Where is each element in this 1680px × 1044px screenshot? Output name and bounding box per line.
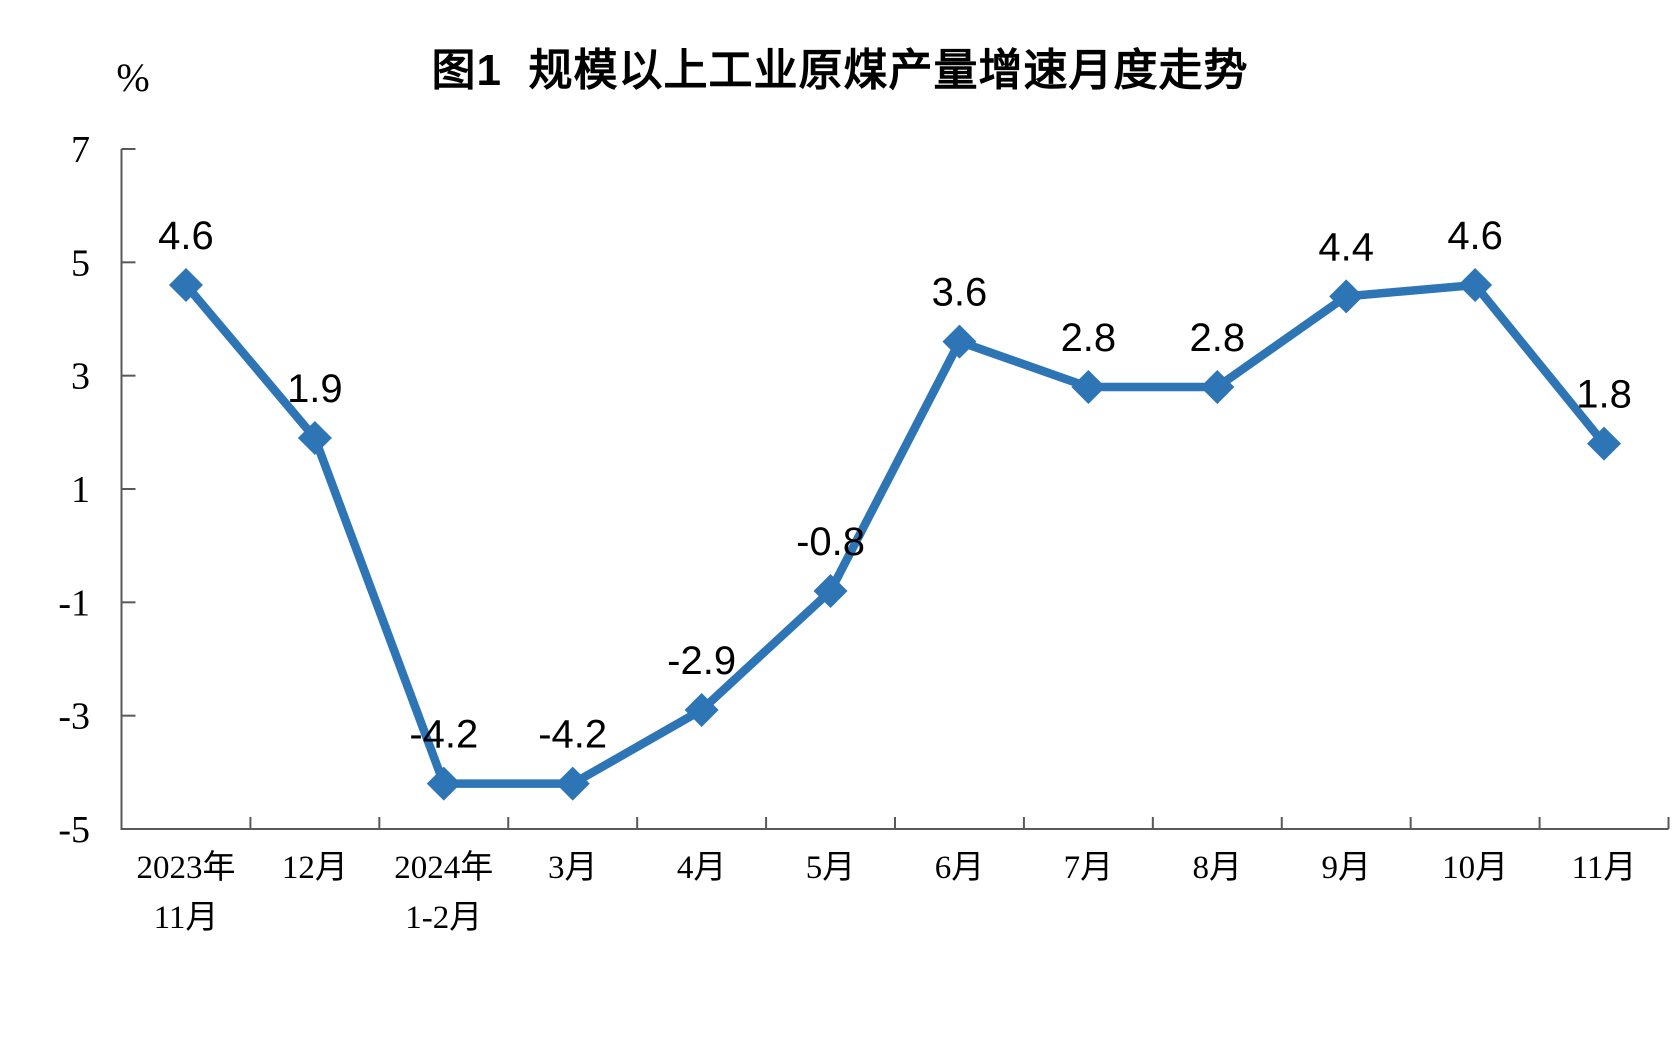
data-point-label: 4.6 <box>158 214 214 258</box>
data-point-label: 4.6 <box>1447 214 1503 258</box>
data-point-marker <box>426 766 461 801</box>
x-category-label: 2024年 1-2月 <box>394 849 493 936</box>
x-category-label: 9月 <box>1321 850 1371 886</box>
y-tick-label: 7 <box>71 129 90 171</box>
y-tick-label: -3 <box>58 696 90 738</box>
chart-title: 图1 规模以上工业原煤产量增速月度走势 <box>431 46 1249 95</box>
data-point-label: 1.8 <box>1576 373 1632 417</box>
x-category-label: 5月 <box>806 850 856 886</box>
data-point-label: 1.9 <box>287 367 343 411</box>
data-point-label: 2.8 <box>1189 316 1245 360</box>
data-point-marker <box>168 268 203 302</box>
data-point-marker <box>1587 426 1622 461</box>
x-category-label: 3月 <box>548 850 598 886</box>
data-point-marker <box>1458 268 1493 302</box>
x-category-label: 12月 <box>282 850 348 886</box>
data-point-marker <box>297 421 332 455</box>
y-tick-label: -1 <box>58 582 90 624</box>
x-category-label: 11月 <box>1572 850 1637 886</box>
data-point-marker <box>1329 279 1364 314</box>
y-tick-label: 3 <box>71 356 90 398</box>
y-axis-unit-label: % <box>116 55 149 100</box>
y-tick-label: 1 <box>71 469 90 511</box>
x-category-label: 10月 <box>1442 850 1508 886</box>
data-point-marker <box>684 693 719 727</box>
axis-lines <box>120 149 1669 830</box>
data-point-marker <box>555 766 590 801</box>
y-tick-label: -5 <box>58 809 90 851</box>
data-point-marker <box>813 574 848 608</box>
x-category-label: 8月 <box>1193 850 1243 886</box>
x-category-label: 4月 <box>677 850 727 886</box>
data-point-label: -0.8 <box>796 520 865 564</box>
data-point-label: 3.6 <box>932 271 988 315</box>
data-point-label: -4.2 <box>538 713 607 757</box>
data-point-marker <box>1200 370 1235 404</box>
plot-area: 7 5 3 1 -1 -3 -5 2023年 11月 12月 2024年 1-2月 3月 4月 5月 6月 7月… <box>58 129 1670 936</box>
y-tick-label: 5 <box>71 242 90 284</box>
data-point-marker <box>1071 370 1106 404</box>
series-line <box>182 280 1608 788</box>
data-point-label: -2.9 <box>667 639 736 683</box>
x-category-label: 6月 <box>935 850 985 886</box>
data-point-label: 2.8 <box>1061 316 1117 360</box>
x-category-label: 7月 <box>1064 850 1114 886</box>
data-point-marker <box>942 324 977 359</box>
data-point-label: 4.4 <box>1318 225 1374 269</box>
data-point-label: -4.2 <box>409 713 478 757</box>
x-category-label: 2023年 11月 <box>136 849 235 936</box>
